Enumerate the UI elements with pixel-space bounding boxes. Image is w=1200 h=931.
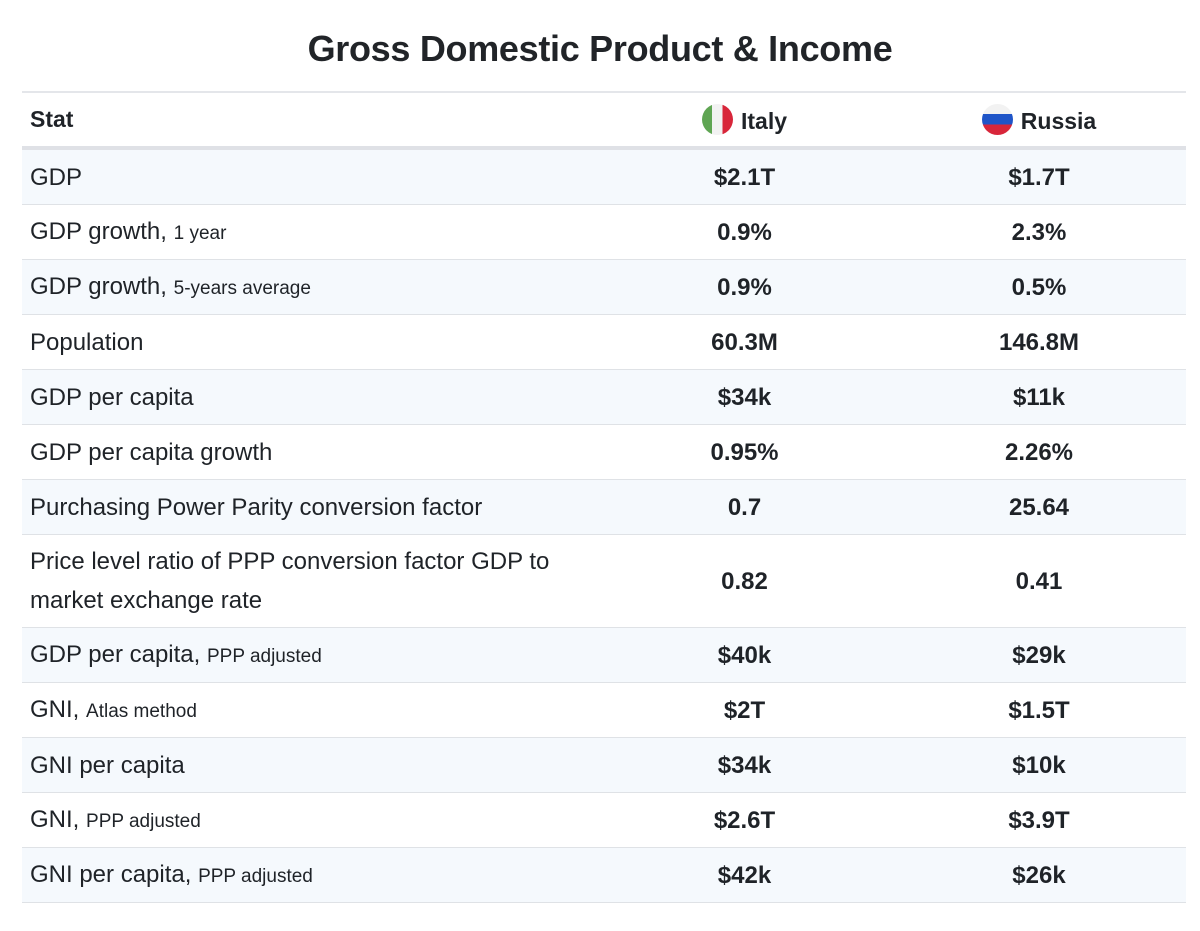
comparison-table: Stat Italy Russia GDP $2.1T $1.7T GDP growt…: [22, 91, 1186, 903]
italy-value: 0.7: [597, 479, 892, 535]
stat-name: Population: [30, 328, 144, 356]
table-row: GNI per capita, PPP adjusted $42k $26k: [22, 847, 1186, 903]
italy-value: $34k: [597, 369, 892, 425]
stat-name: GNI,: [30, 805, 80, 833]
table-row: Purchasing Power Parity conversion facto…: [22, 479, 1186, 535]
stat-qualifier: 5-years average: [173, 277, 311, 299]
russia-value: $3.9T: [892, 792, 1186, 848]
stat-name: Price level ratio of PPP conversion fact…: [30, 548, 550, 614]
italy-value: 0.9%: [597, 259, 892, 315]
stat-label: GNI, PPP adjusted: [22, 792, 597, 848]
table-row: GDP growth, 1 year 0.9% 2.3%: [22, 204, 1186, 260]
table-row: GDP per capita, PPP adjusted $40k $29k: [22, 627, 1186, 683]
table-row: GDP per capita growth 0.95% 2.26%: [22, 424, 1186, 480]
table-row: GNI, PPP adjusted $2.6T $3.9T: [22, 792, 1186, 848]
italy-value: $42k: [597, 847, 892, 903]
italy-value: 0.82: [597, 534, 892, 628]
header-russia-label: Russia: [1020, 108, 1097, 134]
stat-label: Population: [22, 314, 597, 370]
russia-value: 0.5%: [892, 259, 1186, 315]
stat-label: GNI per capita, PPP adjusted: [22, 847, 597, 903]
table-row: Population 60.3M 146.8M: [22, 314, 1186, 370]
stat-label: Price level ratio of PPP conversion fact…: [22, 534, 597, 628]
italy-flag-icon: [701, 104, 733, 135]
russia-value: 2.26%: [892, 424, 1186, 480]
stat-qualifier: PPP adjusted: [198, 865, 313, 887]
stat-label: GDP growth, 5-years average: [22, 259, 597, 315]
italy-value: 0.95%: [597, 424, 892, 480]
table-row: GDP growth, 5-years average 0.9% 0.5%: [22, 259, 1186, 315]
stat-name: GNI per capita: [30, 751, 185, 779]
header-stat: Stat: [22, 92, 597, 150]
stat-qualifier: PPP adjusted: [206, 645, 322, 667]
italy-value: $2.6T: [597, 792, 892, 848]
stat-qualifier: Atlas method: [86, 700, 197, 722]
russia-value: $26k: [892, 847, 1186, 903]
table-header: Stat Italy Russia: [22, 92, 1186, 150]
russia-value: 146.8M: [892, 314, 1186, 370]
stat-label: GDP per capita: [22, 369, 597, 425]
russia-value: $10k: [892, 737, 1186, 793]
russia-value: $1.7T: [892, 148, 1186, 205]
stat-name: GNI,: [30, 695, 80, 723]
stat-name: GDP growth,: [30, 272, 167, 300]
page-title: Gross Domestic Product & Income: [307, 28, 893, 69]
stat-qualifier: 1 year: [173, 222, 227, 244]
stat-qualifier: PPP adjusted: [86, 810, 201, 832]
russia-value: $11k: [892, 369, 1186, 425]
russia-value: 25.64: [892, 479, 1186, 535]
stat-name: GDP: [30, 163, 83, 191]
italy-value: $40k: [597, 627, 892, 683]
stat-label: GNI, Atlas method: [22, 682, 597, 738]
table-row: GNI per capita $34k $10k: [22, 737, 1186, 793]
header-italy-label: Italy: [740, 108, 788, 134]
russia-value: 2.3%: [892, 204, 1186, 260]
stat-label: GDP per capita growth: [22, 424, 597, 480]
russia-value: $1.5T: [892, 682, 1186, 738]
italy-value: $2.1T: [597, 148, 892, 205]
stat-name: GDP per capita,: [30, 640, 201, 668]
stat-name: GDP per capita: [30, 383, 194, 411]
header-russia: Russia: [892, 92, 1186, 150]
header-italy: Italy: [597, 92, 892, 150]
stat-name: GDP growth,: [30, 217, 167, 245]
stat-label: GDP per capita, PPP adjusted: [22, 627, 597, 683]
table-row: GDP $2.1T $1.7T: [22, 148, 1186, 205]
stat-name: GDP per capita growth: [30, 438, 273, 466]
table-row: GDP per capita $34k $11k: [22, 369, 1186, 425]
stat-label: Purchasing Power Parity conversion facto…: [22, 479, 597, 535]
table-row: Price level ratio of PPP conversion fact…: [22, 534, 1186, 628]
stat-name: GNI per capita,: [30, 860, 192, 888]
russia-value: 0.41: [892, 534, 1186, 628]
russia-flag-icon: [981, 104, 1013, 135]
stat-name: Purchasing Power Parity conversion facto…: [30, 493, 483, 521]
russia-value: $29k: [892, 627, 1186, 683]
italy-value: $34k: [597, 737, 892, 793]
italy-value: $2T: [597, 682, 892, 738]
stat-label: GDP: [22, 148, 597, 205]
italy-value: 0.9%: [597, 204, 892, 260]
table-row: GNI, Atlas method $2T $1.5T: [22, 682, 1186, 738]
italy-value: 60.3M: [597, 314, 892, 370]
stat-label: GNI per capita: [22, 737, 597, 793]
stat-label: GDP growth, 1 year: [22, 204, 597, 260]
